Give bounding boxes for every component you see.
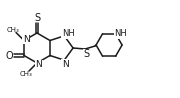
Text: CH₃: CH₃ [7,26,19,33]
Text: NH: NH [114,29,127,38]
Text: O: O [5,50,13,60]
Text: NH: NH [62,29,75,38]
Text: N: N [36,60,42,69]
Text: S: S [83,49,89,59]
Text: S: S [34,13,40,23]
Text: N: N [23,34,29,44]
Text: CH₃: CH₃ [20,71,32,77]
Text: N: N [62,60,69,69]
